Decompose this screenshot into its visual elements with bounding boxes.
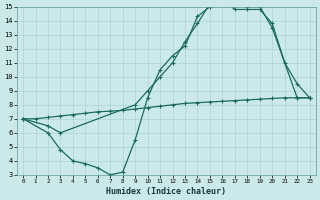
- X-axis label: Humidex (Indice chaleur): Humidex (Indice chaleur): [106, 187, 226, 196]
